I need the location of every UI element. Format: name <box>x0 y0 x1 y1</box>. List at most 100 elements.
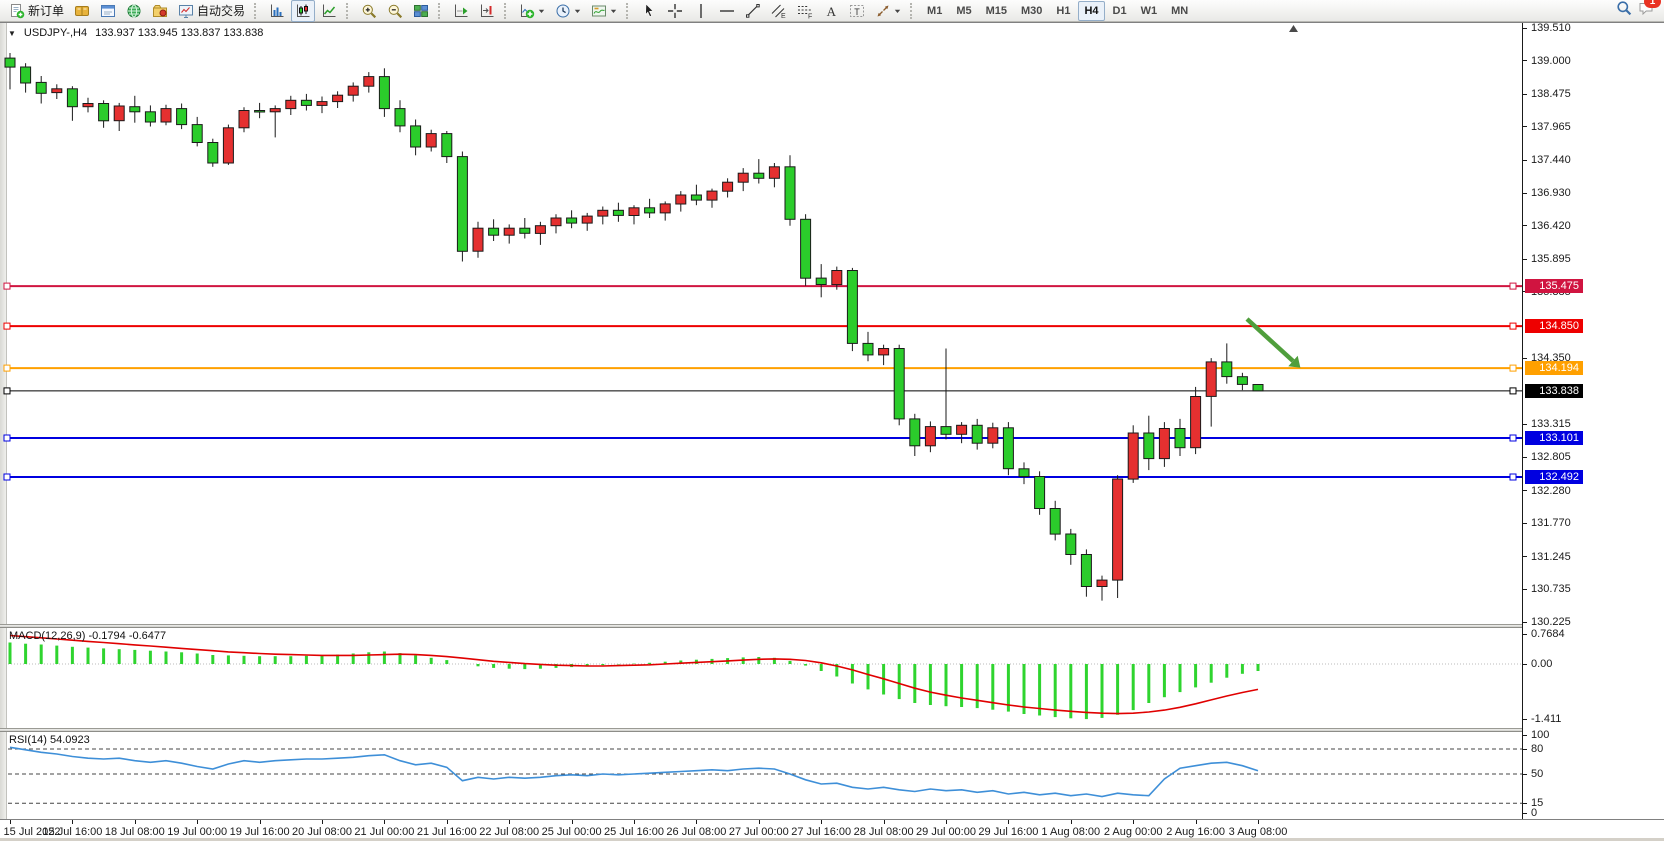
rsi-indicator-label: RSI(14) 54.0923 <box>9 734 90 746</box>
templates-button[interactable] <box>587 0 621 22</box>
notifications-button[interactable]: 1 <box>1638 0 1661 21</box>
price-tick: 131.245 <box>1523 551 1571 563</box>
fibonacci-button[interactable]: F <box>793 0 817 22</box>
price-tick: 132.280 <box>1523 485 1571 497</box>
toolbar-separator <box>254 2 260 19</box>
arrows-button[interactable] <box>871 0 905 22</box>
timeframe-d1-button[interactable]: D1 <box>1112 4 1127 17</box>
time-tick <box>384 820 386 824</box>
hline-handle[interactable] <box>1509 364 1517 372</box>
bar-chart-button[interactable] <box>265 0 289 22</box>
tile-windows-button[interactable] <box>409 0 433 22</box>
chart-shift-marker-icon[interactable] <box>1289 25 1298 32</box>
templates-icon <box>591 3 607 19</box>
autotrading-button[interactable]: 自动交易 <box>174 0 249 22</box>
candle-body <box>1252 384 1264 392</box>
trendline-icon <box>745 3 761 19</box>
price-tick: 139.510 <box>1523 22 1571 34</box>
chart-collapse-icon[interactable]: ▼ <box>8 28 16 38</box>
hline-handle[interactable] <box>3 322 11 330</box>
candlestick-chart-button[interactable] <box>291 0 316 22</box>
timeframe-m15-button[interactable]: M15 <box>985 4 1007 17</box>
price-tick: 130.735 <box>1523 583 1571 595</box>
zoom-out-button[interactable] <box>383 0 407 22</box>
new-order-icon <box>9 3 25 19</box>
candle-body <box>254 110 266 113</box>
line-chart-icon <box>321 3 337 19</box>
macd-tick: 0.00 <box>1523 658 1552 670</box>
hline-handle[interactable] <box>3 364 11 372</box>
timeframe-h4-button[interactable]: H4 <box>1078 0 1105 21</box>
hline-handle[interactable] <box>1509 322 1517 330</box>
terminal-button[interactable] <box>148 0 172 22</box>
trend-arrow[interactable] <box>1245 317 1295 363</box>
hline-handle[interactable] <box>1509 473 1517 481</box>
new-order-button[interactable]: 新订单 <box>5 0 68 22</box>
timeframe-m1-button[interactable]: M1 <box>927 4 943 17</box>
periods-button[interactable] <box>551 0 585 22</box>
timeframe-mn-button[interactable]: MN <box>1171 4 1189 17</box>
candle-body <box>238 110 250 129</box>
price-axis[interactable]: 139.510 139.000 138.475 137.965 137.440 136.9… <box>1522 22 1664 819</box>
bar-chart-icon <box>269 3 285 19</box>
hline-handle[interactable] <box>1509 387 1517 395</box>
chart-window[interactable]: ▼ USDJPY-,H4 133.937 133.945 133.837 133… <box>0 22 1664 841</box>
candle-body <box>1127 432 1139 480</box>
candle-body <box>144 111 156 123</box>
time-tick <box>259 820 261 824</box>
indicators-button[interactable] <box>515 0 549 22</box>
timeframe-w1-button[interactable]: W1 <box>1140 4 1158 17</box>
horizontal-line-button[interactable] <box>715 0 739 22</box>
time-label: 18 Jul 08:00 <box>104 826 165 838</box>
hline-handle[interactable] <box>3 473 11 481</box>
line-chart-button[interactable] <box>317 0 341 22</box>
candle-body <box>456 156 468 252</box>
market-watch-button[interactable] <box>70 0 94 22</box>
equidistant-channel-button[interactable]: E <box>767 0 791 22</box>
hline-handle[interactable] <box>3 434 11 442</box>
trendline-button[interactable] <box>741 0 765 22</box>
time-axis[interactable]: 15 Jul 2022 15 Jul 16:00 18 Jul 08:00 19 Ju… <box>0 819 1664 841</box>
candle-body <box>722 181 734 192</box>
candle-body <box>285 99 297 110</box>
hline-handle[interactable] <box>1509 282 1517 290</box>
candle-body <box>862 342 874 356</box>
data-window-button[interactable] <box>96 0 120 22</box>
text-label-button[interactable]: T <box>845 0 869 22</box>
auto-scroll-button[interactable] <box>449 0 473 22</box>
rsi-pane-divider[interactable] <box>0 728 1664 732</box>
chevron-down-icon <box>610 3 617 19</box>
timeframe-h1-button[interactable]: H1 <box>1056 4 1071 17</box>
cursor-button[interactable] <box>637 0 661 22</box>
price-tick: 138.475 <box>1523 88 1571 100</box>
hline-handle[interactable] <box>3 387 11 395</box>
chart-title: ▼ USDJPY-,H4 133.937 133.945 133.837 133… <box>8 27 263 39</box>
candle-body <box>753 172 765 179</box>
candle-body <box>628 207 640 217</box>
search-icon[interactable] <box>1616 0 1632 21</box>
timeframe-m5-button[interactable]: M5 <box>956 4 972 17</box>
macd-pane-divider[interactable] <box>0 624 1664 628</box>
navigator-button[interactable] <box>122 0 146 22</box>
time-tick <box>197 820 199 824</box>
zoom-out-icon <box>387 3 403 19</box>
crosshair-button[interactable] <box>663 0 687 22</box>
time-label: 3 Aug 08:00 <box>1228 826 1288 838</box>
vertical-line-icon <box>693 3 709 19</box>
candle-body <box>1002 427 1014 470</box>
timeframe-m30-button[interactable]: M30 <box>1021 4 1043 17</box>
auto-scroll-icon <box>453 3 469 19</box>
zoom-in-button[interactable] <box>357 0 381 22</box>
notification-count-badge: 1 <box>1644 0 1661 8</box>
text-button[interactable]: A <box>819 0 843 22</box>
chart-plot[interactable] <box>0 23 1522 841</box>
time-tick <box>322 820 323 824</box>
time-tick <box>696 820 698 824</box>
hline-handle[interactable] <box>1509 434 1517 442</box>
window-bottom-border <box>0 838 1664 841</box>
time-label: 19 Jul 16:00 <box>229 826 290 838</box>
vertical-line-button[interactable] <box>689 0 713 22</box>
chart-shift-icon <box>479 3 495 19</box>
chart-shift-button[interactable] <box>475 0 499 22</box>
hline-handle[interactable] <box>3 282 11 290</box>
